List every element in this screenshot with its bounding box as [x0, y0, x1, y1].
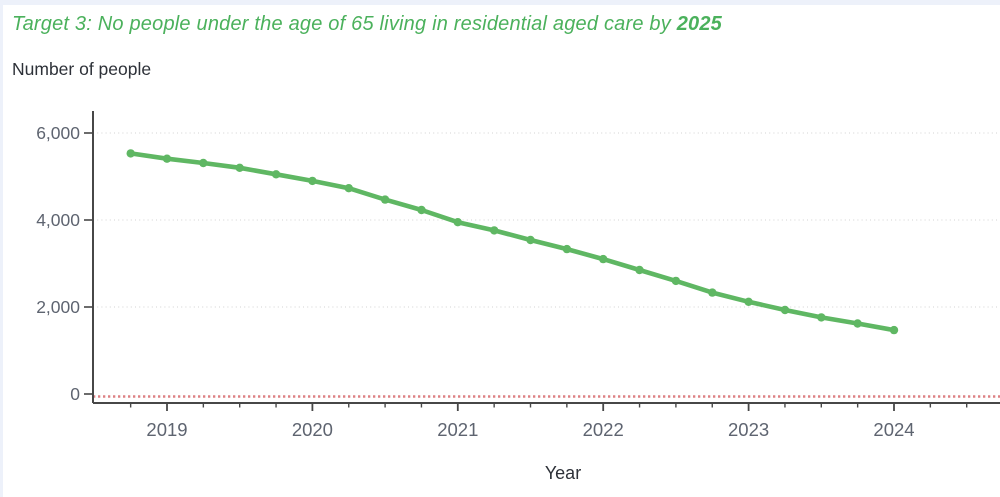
data-point[interactable] [817, 313, 826, 322]
x-tick-label: 2020 [292, 419, 333, 440]
page-left-edge [0, 0, 3, 497]
data-point[interactable] [599, 254, 608, 264]
data-point[interactable] [635, 265, 644, 275]
chart-title-target-year: 2025 [676, 13, 722, 35]
data-point[interactable] [562, 244, 572, 254]
data-point[interactable] [344, 184, 353, 193]
x-tick-label: 2022 [583, 419, 624, 440]
trend-line [128, 151, 897, 333]
data-point[interactable] [380, 195, 390, 204]
y-tick-label: 2,000 [36, 297, 80, 317]
data-point[interactable] [744, 297, 753, 306]
data-point[interactable] [235, 163, 244, 172]
chart-title: Target 3: No people under the age of 65 … [12, 13, 972, 36]
x-tick-label: 2019 [146, 419, 187, 440]
y-tick-label: 4,000 [36, 210, 80, 230]
data-point[interactable] [162, 154, 172, 163]
x-tick-label: 2021 [437, 419, 478, 440]
data-point[interactable] [308, 176, 317, 186]
y-tick-label: 6,000 [36, 123, 80, 143]
data-point[interactable] [780, 305, 790, 315]
data-point[interactable] [671, 276, 681, 286]
data-point[interactable] [271, 170, 281, 179]
data-point[interactable] [453, 218, 462, 227]
data-point[interactable] [417, 205, 426, 215]
data-point[interactable] [490, 226, 499, 235]
x-tick-label: 2024 [873, 419, 914, 440]
data-point[interactable] [526, 235, 535, 245]
y-tick-label: 0 [70, 384, 80, 404]
y-axis-title: Number of people [12, 59, 152, 79]
data-point[interactable] [708, 288, 717, 297]
page-top-edge [0, 0, 1000, 5]
data-point[interactable] [853, 319, 862, 328]
data-point[interactable] [199, 158, 208, 168]
x-axis-title: Year [544, 463, 582, 483]
data-point[interactable] [889, 325, 899, 335]
x-tick-label: 2023 [728, 419, 769, 440]
data-point[interactable] [126, 149, 135, 158]
chart-title-text: Target 3: No people under the age of 65 … [12, 13, 677, 35]
